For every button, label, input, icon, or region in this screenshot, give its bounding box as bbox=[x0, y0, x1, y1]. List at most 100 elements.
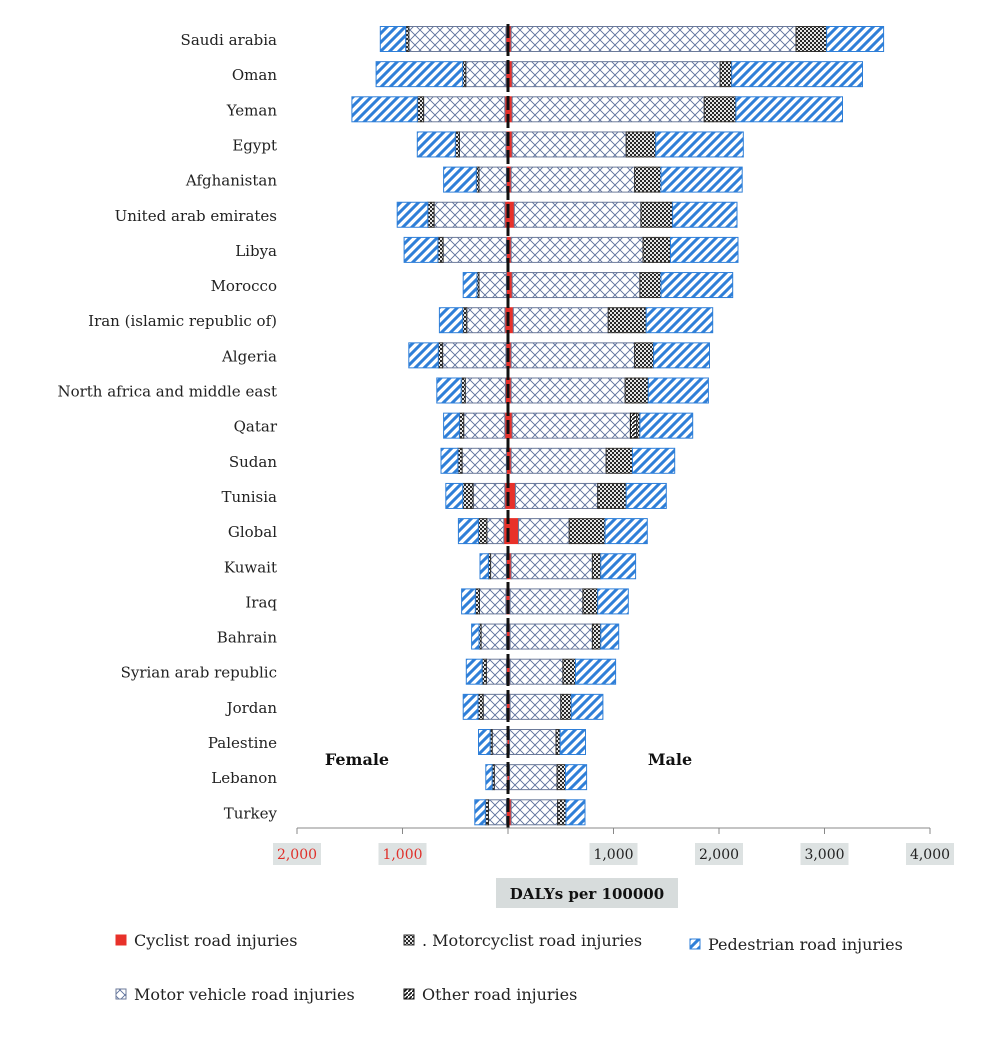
category-label-iraq: Iraq bbox=[245, 593, 277, 611]
male-bar-pedestrian-turkey bbox=[565, 799, 586, 826]
male-bar-motorcyclist-north-africa-and-middle-east bbox=[624, 377, 649, 404]
x-tick-label-box bbox=[378, 843, 427, 865]
side-label-female: Female bbox=[325, 750, 389, 769]
category-label-tunisia: Tunisia bbox=[221, 488, 277, 506]
female-bar-motorcyclist-sudan bbox=[457, 447, 463, 474]
female-bar-motorcyclist-saudi-arabia bbox=[405, 26, 410, 52]
female-bar-motor-syrian-arab-republic bbox=[485, 658, 507, 685]
male-bar-pedestrian-global bbox=[604, 518, 648, 545]
female-bar-motor-palestine bbox=[491, 729, 508, 755]
female-bar-motor-algeria bbox=[442, 342, 507, 369]
male-bar-motor-morocco bbox=[511, 272, 641, 299]
female-bar-pedestrian-saudi-arabia bbox=[379, 26, 407, 52]
female-bar-pedestrian-yeman bbox=[351, 96, 418, 123]
male-bar-pedestrian-jordan bbox=[570, 693, 604, 720]
female-bar-pedestrian-sudan bbox=[440, 447, 459, 474]
legend-label-motorcyclist: . Motorcyclist road injuries bbox=[422, 931, 642, 950]
male-bar-motorcyclist-tunisia bbox=[597, 482, 627, 509]
male-bar-motor-saudi-arabia bbox=[510, 26, 797, 52]
male-bar-motor-turkey bbox=[510, 799, 559, 826]
male-bar-pedestrian-oman bbox=[731, 61, 864, 88]
male-bar-motorcyclist-morocco bbox=[639, 272, 662, 299]
legend-label-motor: Motor vehicle road injuries bbox=[134, 985, 355, 1004]
male-bar-pedestrian-yeman bbox=[735, 96, 844, 123]
x-tick-label: 2,000 bbox=[277, 847, 317, 863]
female-bar-motor-bahrain bbox=[480, 623, 507, 650]
male-bar-motorcyclist-turkey bbox=[557, 799, 567, 826]
legend-swatch-other bbox=[403, 988, 415, 1000]
female-bar-pedestrian-global bbox=[457, 518, 479, 545]
male-bar-motor-global bbox=[518, 518, 570, 545]
female-bar-motor-oman bbox=[465, 61, 507, 88]
female-bar-pedestrian-turkey bbox=[474, 799, 486, 826]
male-bar-motor-lebanon bbox=[509, 764, 558, 791]
male-bar-pedestrian-sudan bbox=[632, 447, 676, 474]
male-bar-motor-afghanistan bbox=[510, 166, 636, 193]
category-label-syrian-arab-republic: Syrian arab republic bbox=[121, 664, 277, 682]
female-bar-pedestrian-egypt bbox=[416, 131, 456, 158]
male-bar-motorcyclist-syrian-arab-republic bbox=[562, 658, 577, 685]
male-bar-pedestrian-egypt bbox=[655, 131, 744, 158]
male-bar-pedestrian-kuwait bbox=[600, 553, 637, 580]
male-bar-pedestrian-morocco bbox=[660, 272, 734, 299]
male-bar-motorcyclist-iran-islamic-republic-of bbox=[607, 307, 647, 334]
male-bar-other-qatar bbox=[629, 412, 638, 439]
female-bar-motorcyclist-libya bbox=[437, 236, 444, 263]
male-bar-motor-tunisia bbox=[514, 482, 599, 509]
female-bar-motorcyclist-jordan bbox=[477, 693, 484, 720]
male-bar-motorcyclist-egypt bbox=[625, 131, 657, 158]
x-tick-label: 1,000 bbox=[593, 847, 633, 863]
male-bar-pedestrian-afghanistan bbox=[660, 166, 743, 193]
male-bar-motorcyclist-algeria bbox=[634, 342, 655, 369]
female-bar-pedestrian-oman bbox=[375, 61, 464, 88]
female-bar-pedestrian-north-africa-and-middle-east bbox=[436, 377, 462, 404]
female-bar-pedestrian-tunisia bbox=[445, 482, 464, 509]
category-label-qatar: Qatar bbox=[234, 418, 278, 436]
male-bar-motor-bahrain bbox=[509, 623, 593, 650]
x-tick-label-box bbox=[589, 843, 638, 865]
legend-swatch-motor bbox=[115, 988, 127, 1000]
category-label-palestine: Palestine bbox=[208, 734, 277, 752]
category-label-global: Global bbox=[228, 523, 277, 541]
female-bar-motor-libya bbox=[442, 236, 507, 263]
female-bar-motor-lebanon bbox=[493, 764, 508, 791]
female-bar-pedestrian-palestine bbox=[478, 729, 491, 755]
female-bar-motor-morocco bbox=[478, 272, 507, 299]
female-bar-pedestrian-iraq bbox=[461, 588, 476, 615]
legend-label-other: Other road injuries bbox=[422, 985, 577, 1004]
male-bar-motor-syrian-arab-republic bbox=[509, 658, 564, 685]
female-bar-pedestrian-lebanon bbox=[485, 764, 493, 791]
male-bar-motorcyclist-saudi-arabia bbox=[795, 26, 828, 52]
category-label-oman: Oman bbox=[232, 66, 277, 84]
legend-label-pedestrian: Pedestrian road injuries bbox=[708, 935, 903, 954]
female-bar-pedestrian-bahrain bbox=[471, 623, 480, 650]
category-label-yeman: Yeman bbox=[226, 101, 278, 119]
male-bar-pedestrian-bahrain bbox=[600, 623, 620, 650]
female-bar-pedestrian-algeria bbox=[408, 342, 439, 369]
female-bar-motorcyclist-yeman bbox=[416, 96, 425, 123]
female-bar-pedestrian-afghanistan bbox=[443, 166, 477, 193]
female-bar-motorcyclist-iran-islamic-republic-of bbox=[462, 307, 468, 334]
female-bar-motorcyclist-syrian-arab-republic bbox=[481, 658, 487, 685]
female-bar-motorcyclist-north-africa-and-middle-east bbox=[460, 377, 466, 404]
female-bar-motor-north-africa-and-middle-east bbox=[464, 377, 506, 404]
category-label-united-arab-emirates: United arab emirates bbox=[115, 207, 277, 225]
female-bar-motor-sudan bbox=[461, 447, 507, 474]
male-bar-motorcyclist-jordan bbox=[560, 693, 572, 720]
legend-swatch-pedestrian bbox=[689, 938, 701, 950]
x-tick-label: 1,000 bbox=[382, 847, 422, 863]
male-bar-motor-iraq bbox=[509, 588, 584, 615]
category-label-kuwait: Kuwait bbox=[224, 558, 277, 576]
legend-label-cyclist: Cyclist road injuries bbox=[134, 931, 297, 950]
female-bar-motor-iraq bbox=[479, 588, 507, 615]
legend-swatch-motorcyclist bbox=[403, 934, 415, 946]
category-label-algeria: Algeria bbox=[221, 347, 277, 365]
male-bar-pedestrian-syrian-arab-republic bbox=[575, 658, 617, 685]
female-bar-motor-kuwait bbox=[490, 553, 507, 580]
legend-swatch-cyclist bbox=[115, 934, 127, 946]
female-bar-motor-global bbox=[486, 518, 505, 545]
x-tick-label: 2,000 bbox=[699, 847, 739, 863]
female-bar-motor-egypt bbox=[459, 131, 507, 158]
female-bar-motorcyclist-united-arab-emirates bbox=[427, 201, 435, 228]
male-bar-pedestrian-qatar bbox=[639, 412, 694, 439]
